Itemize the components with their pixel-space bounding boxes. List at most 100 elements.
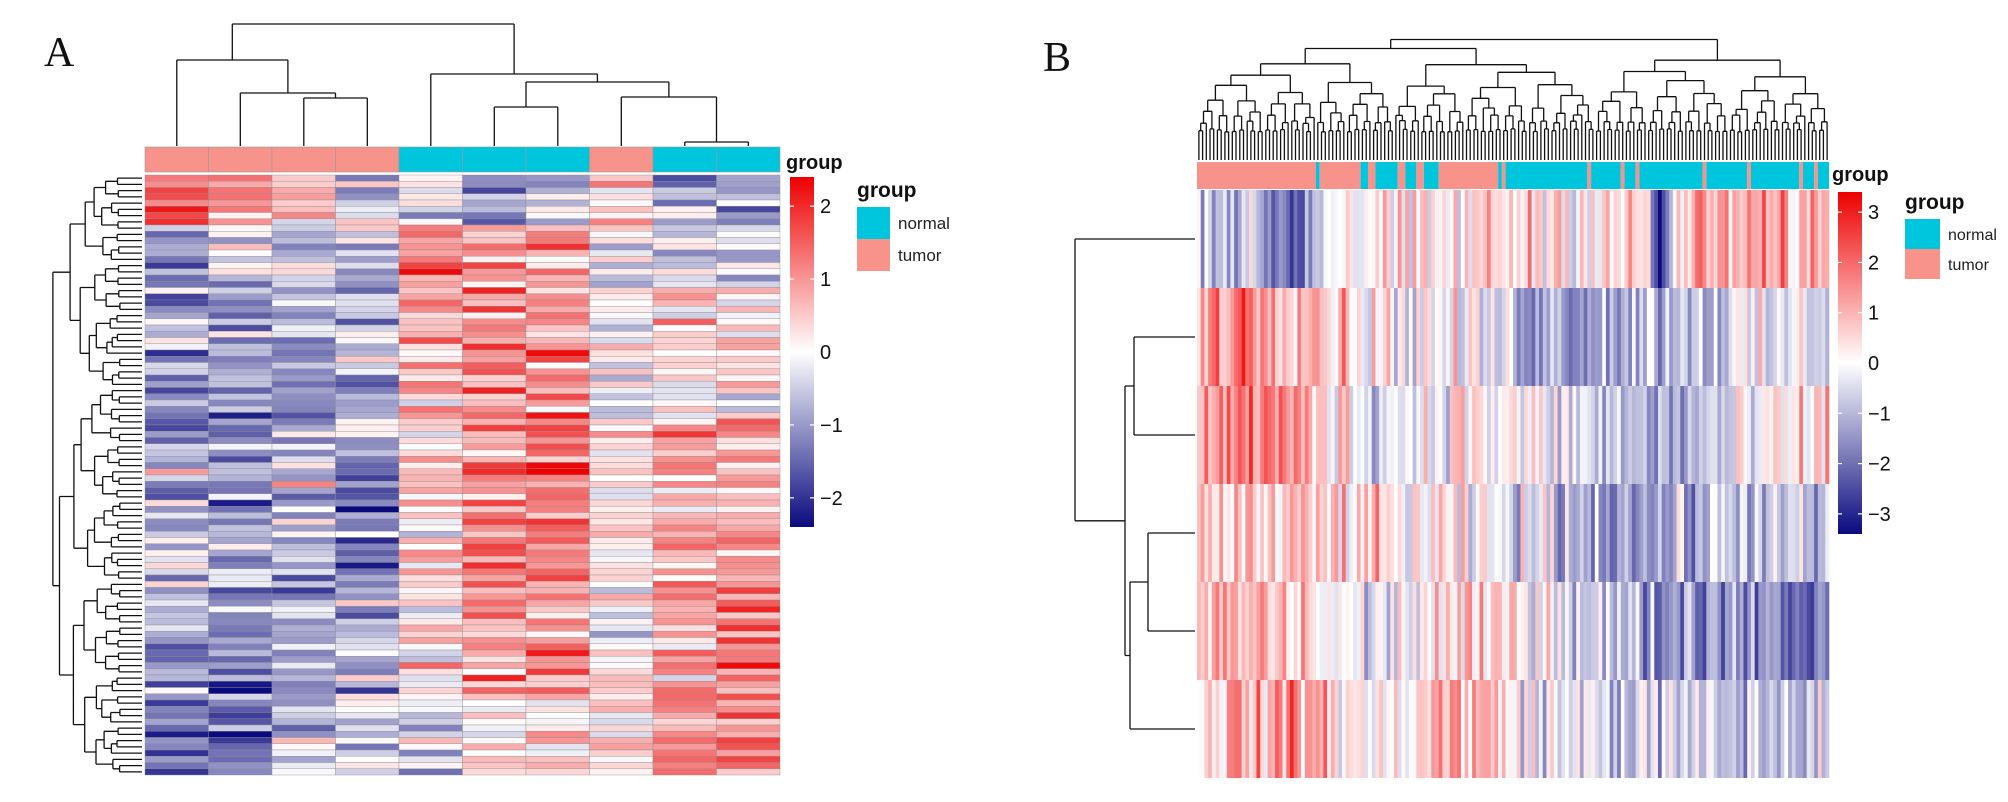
annotation-b-tumor — [1747, 162, 1751, 189]
heatmap-a-cell — [462, 356, 527, 363]
heatmap-b-cell — [1408, 680, 1413, 778]
heatmap-b-cell — [1713, 288, 1718, 386]
heatmap-a-cell — [462, 399, 527, 407]
heatmap-b-cell — [1312, 582, 1317, 680]
heatmap-b-cell — [1557, 484, 1562, 582]
heatmap-a-cell — [462, 743, 527, 751]
heatmap-a-cell — [652, 724, 717, 732]
heatmap-a-cell — [525, 343, 590, 351]
heatmap-a-cell — [652, 431, 717, 438]
heatmap-a-cell — [462, 512, 527, 519]
heatmap-b-cell — [1449, 288, 1454, 386]
heatmap-a-cell — [525, 737, 590, 744]
heatmap-b-cell — [1702, 386, 1707, 484]
heatmap-b-cell — [1728, 582, 1733, 680]
heatmap-b-cell — [1765, 680, 1770, 778]
annotation-b-normal — [1639, 162, 1703, 189]
heatmap-a-cell — [525, 568, 590, 576]
heatmap-b-cell — [1345, 680, 1350, 778]
heatmap-b-cell — [1364, 386, 1369, 484]
heatmap-a-cell — [335, 606, 400, 613]
heatmap-a-cell — [335, 399, 400, 407]
heatmap-a-cell — [144, 206, 209, 213]
heatmap-a-cell — [144, 312, 209, 319]
heatmap-a-cell — [208, 212, 273, 219]
heatmap-b-cell — [1795, 680, 1800, 778]
heatmap-a-cell — [462, 581, 527, 588]
heatmap-a-cell — [716, 318, 781, 326]
heatmap-a-cell — [716, 643, 781, 651]
heatmap-b-cell — [1520, 680, 1525, 778]
heatmap-a-cell — [144, 443, 209, 451]
heatmap-a-cell — [462, 693, 527, 701]
heatmap-a-cell — [462, 274, 527, 282]
heatmap-b-cell — [1304, 190, 1309, 288]
heatmap-b-cell — [1267, 484, 1272, 582]
heatmap-b-cell — [1197, 190, 1202, 288]
heatmap-a-cell — [525, 556, 590, 563]
heatmap-a-cell — [462, 749, 527, 757]
heatmap-a-cell — [271, 262, 336, 269]
heatmap-b-cell — [1546, 386, 1551, 484]
heatmap-b-cell — [1464, 680, 1469, 778]
heatmap-b-cell — [1561, 582, 1566, 680]
heatmap-a-cell — [144, 718, 209, 726]
heatmap-a-cell — [271, 624, 336, 632]
heatmap-a-cell — [525, 287, 590, 294]
heatmap-a-cell — [462, 231, 527, 238]
heatmap-a-cell — [462, 468, 527, 476]
heatmap-a-cell — [652, 281, 717, 288]
heatmap-a-cell — [652, 674, 717, 682]
heatmap-a-cell — [208, 249, 273, 257]
heatmap-b-cell — [1657, 288, 1663, 386]
heatmap-a-cell — [271, 374, 336, 382]
heatmap-b-cell — [1382, 190, 1387, 288]
heatmap-b-cell — [1472, 288, 1477, 386]
heatmap-b-cell — [1494, 582, 1499, 680]
heatmap-b-cell — [1795, 484, 1800, 582]
heatmap-a-cell — [652, 543, 717, 551]
heatmap-a-cell — [716, 356, 781, 363]
heatmap-b-cell — [1431, 190, 1436, 288]
heatmap-b-cell — [1684, 582, 1689, 680]
heatmap-b-cell — [1215, 680, 1220, 778]
heatmap-a-cell — [589, 187, 654, 194]
heatmap-b-cell — [1524, 288, 1529, 386]
heatmap-b-cell — [1349, 582, 1354, 680]
heatmap-a-cell — [525, 631, 590, 638]
heatmap-b-cell — [1509, 288, 1514, 386]
heatmap-b-cell — [1732, 680, 1737, 778]
heatmap-b-cell — [1494, 386, 1499, 484]
heatmap-b-cell — [1204, 190, 1209, 288]
a-legend-title: group — [857, 179, 916, 202]
heatmap-a-cell — [144, 537, 209, 544]
heatmap-b-cell — [1453, 484, 1458, 582]
heatmap-a-cell — [652, 687, 717, 694]
heatmap-a-cell — [589, 681, 654, 688]
heatmap-b-cell — [1468, 484, 1473, 582]
heatmap-a-cell — [144, 424, 209, 432]
heatmap-a-cell — [144, 687, 209, 694]
heatmap-a-cell — [652, 662, 717, 669]
heatmap-a-cell — [144, 474, 209, 482]
heatmap-b-cell — [1684, 680, 1689, 778]
heatmap-a-cell — [652, 299, 717, 307]
heatmap-b-cell — [1438, 386, 1443, 484]
heatmap-b-cell — [1408, 582, 1413, 680]
heatmap-b-cell — [1516, 190, 1521, 288]
heatmap-b-cell — [1680, 190, 1685, 288]
heatmap-a-cell — [335, 649, 400, 657]
heatmap-b-cell — [1453, 190, 1458, 288]
heatmap-b-cell — [1468, 288, 1473, 386]
heatmap-b-cell — [1356, 190, 1361, 288]
heatmap-a-cell — [716, 368, 781, 376]
heatmap-b-cell — [1397, 680, 1402, 778]
heatmap-b-cell — [1304, 680, 1309, 778]
heatmap-b-cell — [1215, 386, 1220, 484]
heatmap-b-cell — [1498, 484, 1503, 582]
heatmap-b-cell — [1773, 582, 1778, 680]
heatmap-b-cell — [1628, 680, 1633, 778]
b-legend-title: group — [1905, 191, 1964, 214]
heatmap-a-cell — [144, 243, 209, 251]
heatmap-b-cell — [1472, 190, 1477, 288]
